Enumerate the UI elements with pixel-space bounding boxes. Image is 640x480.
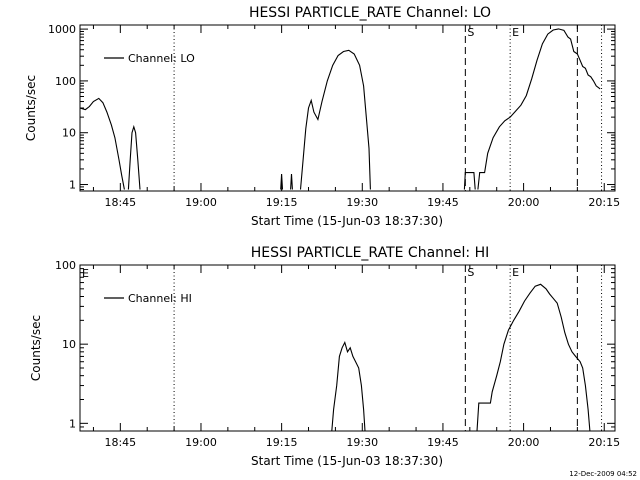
x-tick-label: 19:30 <box>346 196 378 209</box>
x-tick-label: 19:15 <box>266 196 298 209</box>
series-line <box>476 283 591 431</box>
panel-hi: HESSI PARTICLE_RATE Channel: HI Counts/s… <box>29 245 620 468</box>
x-tick-label: 19:00 <box>185 196 217 209</box>
series-line <box>127 124 141 190</box>
y-tick-label: 10 <box>62 338 76 351</box>
y-tick-label: 100 <box>55 75 76 88</box>
chart-title: HESSI PARTICLE_RATE Channel: LO <box>249 5 491 21</box>
series-line <box>477 28 601 190</box>
series-line <box>80 97 125 190</box>
y-tick-label: 100 <box>55 259 76 272</box>
legend: Channel: LO <box>104 52 195 65</box>
y-tick-label: 1000 <box>48 23 76 36</box>
chart-title: HESSI PARTICLE_RATE Channel: HI <box>251 245 489 261</box>
time-marker-label: E <box>512 266 519 279</box>
x-tick-label: 19:15 <box>266 436 298 449</box>
y-tick-label: 1 <box>69 179 76 192</box>
y-axis-label: Counts/sec <box>24 75 38 141</box>
legend-entry-lo: Channel: LO <box>128 52 195 65</box>
series-line <box>299 49 371 190</box>
footer-timestamp: 12-Dec-2009 04:52 <box>569 470 637 478</box>
x-tick-label: 19:45 <box>427 196 459 209</box>
plot-frame <box>79 264 616 432</box>
x-tick-label: 19:30 <box>346 436 378 449</box>
series-line <box>280 173 284 190</box>
x-tick-label: 20:00 <box>508 436 540 449</box>
legend-entry-hi: Channel: HI <box>128 292 192 305</box>
y-axis-label: Counts/sec <box>29 315 43 381</box>
plot-frame <box>79 24 616 192</box>
y-tick-label: 1 <box>69 417 76 430</box>
time-marker-label: E <box>512 26 519 39</box>
x-tick-label: 20:15 <box>588 196 620 209</box>
x-axis-label: Start Time (15-Jun-03 18:37:30) <box>251 454 443 468</box>
x-tick-label: 20:15 <box>588 436 620 449</box>
x-tick-label: 19:45 <box>427 436 459 449</box>
x-tick-label: 18:45 <box>104 436 136 449</box>
y-tick-label: 10 <box>62 127 76 140</box>
x-axis-label: Start Time (15-Jun-03 18:37:30) <box>251 214 443 228</box>
time-marker-label: S <box>467 26 474 39</box>
corner-label: E <box>82 267 89 280</box>
legend: Channel: HI <box>104 292 192 305</box>
x-tick-label: 18:45 <box>104 196 136 209</box>
x-tick-label: 20:00 <box>508 196 540 209</box>
series-line <box>331 341 366 431</box>
panel-lo: HESSI PARTICLE_RATE Channel: LO Counts/s… <box>24 5 620 228</box>
series-line <box>463 172 476 190</box>
x-tick-label: 19:00 <box>185 436 217 449</box>
time-marker-label: S <box>467 266 474 279</box>
series-line <box>290 173 293 190</box>
